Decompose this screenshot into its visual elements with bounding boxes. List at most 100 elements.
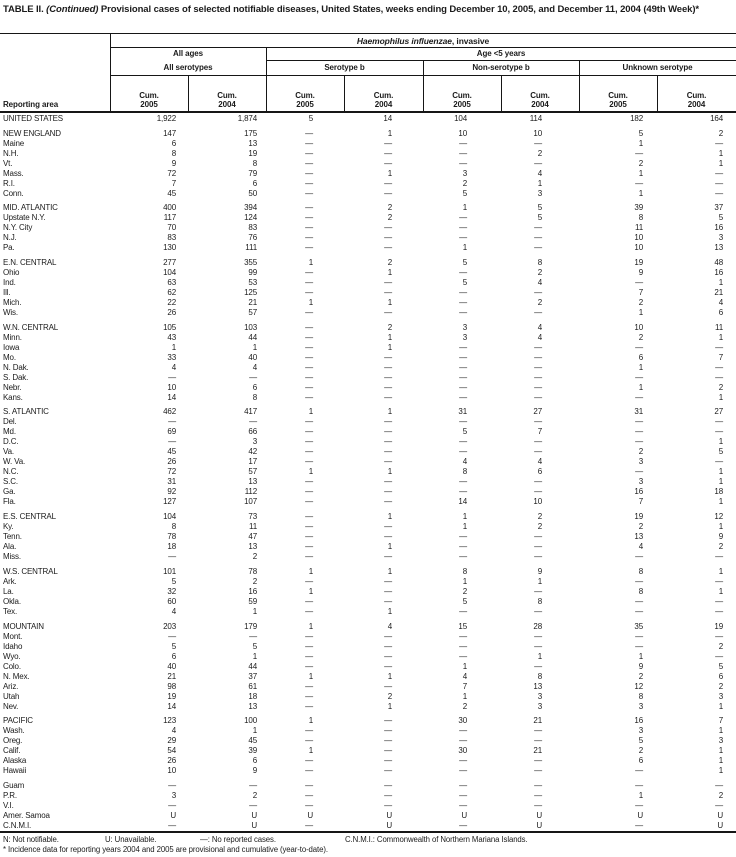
- table-title-label: TABLE II.: [3, 4, 44, 15]
- reporting-area-label: S.C.: [3, 477, 18, 487]
- value-cell: —: [384, 532, 392, 542]
- value-cell: —: [459, 417, 467, 427]
- reporting-area-label: Wyo.: [3, 651, 21, 661]
- value-cell: —: [715, 780, 723, 790]
- value-cell: —: [459, 820, 467, 830]
- value-cell: 2: [537, 512, 542, 522]
- value-cell: 1: [387, 342, 392, 352]
- value-cell: —: [459, 447, 467, 457]
- value-cell: 2: [638, 158, 643, 168]
- value-cell: —: [534, 417, 542, 427]
- reporting-area-label: S. Dak.: [3, 372, 29, 382]
- reporting-area-label: Ohio: [3, 268, 20, 278]
- value-cell: 8: [638, 586, 643, 596]
- value-cell: 4: [171, 362, 176, 372]
- value-cell: —: [305, 268, 313, 278]
- value-cell: —: [635, 392, 643, 402]
- value-cell: 59: [248, 596, 257, 606]
- value-cell: 8: [171, 522, 176, 532]
- reporting-area-label: Fla.: [3, 497, 16, 507]
- value-cell: 1,874: [237, 114, 257, 123]
- reporting-area-label: Tex.: [3, 606, 18, 616]
- value-cell: —: [715, 417, 723, 427]
- value-cell: 14: [167, 392, 176, 402]
- value-cell: U: [251, 810, 257, 820]
- value-cell: —: [384, 437, 392, 447]
- value-cell: 1: [462, 522, 467, 532]
- value-cell: —: [305, 780, 313, 790]
- value-cell: —: [534, 437, 542, 447]
- value-cell: —: [534, 392, 542, 402]
- value-cell: —: [305, 362, 313, 372]
- value-cell: —: [635, 606, 643, 616]
- value-cell: 98: [167, 681, 176, 691]
- value-cell: 2: [252, 790, 257, 800]
- value-cell: 21: [714, 288, 723, 298]
- table-row: Mass. 72 79 — 1 3 4 1 —: [0, 169, 736, 179]
- table-row: Ark. 5 2 — — 1 1 — —: [0, 577, 736, 587]
- value-cell: 8: [252, 392, 257, 402]
- value-cell: —: [459, 790, 467, 800]
- table-row: Colo. 40 44 — — 1 — 9 5: [0, 662, 736, 672]
- value-cell: 44: [248, 332, 257, 342]
- value-cell: —: [305, 128, 313, 138]
- table-row: Miss. — 2 — — — — — —: [0, 552, 736, 562]
- value-cell: 21: [533, 746, 542, 756]
- value-cell: U: [170, 810, 176, 820]
- value-cell: —: [384, 178, 392, 188]
- value-cell: —: [715, 178, 723, 188]
- value-cell: 53: [248, 278, 257, 288]
- value-cell: 462: [163, 407, 176, 417]
- value-cell: 8: [252, 158, 257, 168]
- table-row: Tex. 4 1 — 1 — — — —: [0, 607, 736, 617]
- reporting-area-label: R.I.: [3, 178, 15, 188]
- value-cell: —: [459, 342, 467, 352]
- value-cell: 29: [167, 736, 176, 746]
- value-cell: —: [168, 372, 176, 382]
- table-row: N. Dak. 4 4 — — — — 1 —: [0, 363, 736, 373]
- value-cell: —: [534, 606, 542, 616]
- value-cell: 4: [537, 278, 542, 288]
- reporting-area-label: Ga.: [3, 487, 16, 497]
- table-row: MID. ATLANTIC 400 394 — 2 1 5 39 37: [0, 203, 736, 213]
- table-row: Nev. 14 13 — 1 2 3 3 1: [0, 702, 736, 712]
- value-cell: 26: [167, 756, 176, 766]
- table-row: W. Va. 26 17 — — 4 4 3 —: [0, 457, 736, 467]
- value-cell: —: [384, 392, 392, 402]
- value-cell: 4: [462, 457, 467, 467]
- value-cell: 7: [718, 716, 723, 726]
- value-cell: 45: [167, 447, 176, 457]
- value-cell: 3: [462, 322, 467, 332]
- value-cell: 1: [718, 467, 723, 477]
- value-cell: —: [384, 417, 392, 427]
- value-cell: 30: [458, 716, 467, 726]
- value-cell: 1: [638, 308, 643, 318]
- group-header-age-under5: Age <5 years: [476, 49, 526, 58]
- value-cell: 45: [167, 188, 176, 198]
- value-cell: —: [305, 651, 313, 661]
- value-cell: —: [635, 641, 643, 651]
- value-cell: 6: [252, 178, 257, 188]
- table-row: Tenn. 78 47 — — — — 13 9: [0, 532, 736, 542]
- value-cell: —: [384, 372, 392, 382]
- reporting-area-label: Hawaii: [3, 766, 27, 776]
- value-cell: 1: [537, 178, 542, 188]
- value-cell: 73: [248, 512, 257, 522]
- col-header-cum-2005-6: Cum. 2005: [608, 91, 628, 109]
- value-cell: —: [459, 233, 467, 243]
- value-cell: 1: [308, 671, 313, 681]
- value-cell: 5: [638, 128, 643, 138]
- value-cell: —: [305, 243, 313, 253]
- value-cell: 27: [533, 407, 542, 417]
- value-cell: —: [534, 382, 542, 392]
- value-cell: 11: [714, 322, 723, 332]
- value-cell: 1: [252, 606, 257, 616]
- reporting-area-label: Conn.: [3, 188, 24, 198]
- value-cell: —: [635, 467, 643, 477]
- value-cell: —: [534, 158, 542, 168]
- value-cell: 18: [167, 542, 176, 552]
- value-cell: 57: [248, 467, 257, 477]
- value-cell: —: [534, 223, 542, 233]
- table-row: PACIFIC 123 100 1 — 30 21 16 7: [0, 716, 736, 726]
- value-cell: 83: [167, 233, 176, 243]
